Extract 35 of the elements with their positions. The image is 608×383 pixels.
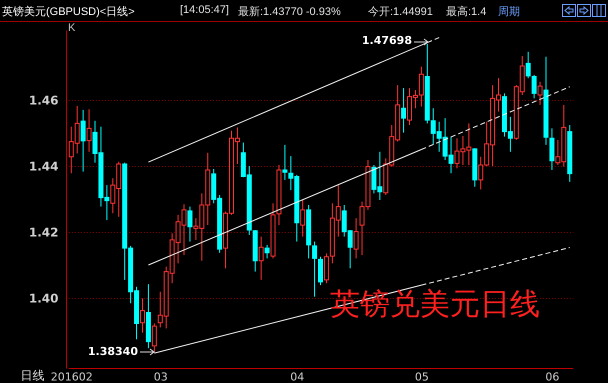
candlestick (312, 241, 318, 298)
candlestick (80, 109, 86, 172)
annotation: K (68, 22, 76, 34)
text: 最高:1.4 (446, 4, 486, 19)
text: 周期 (498, 5, 520, 19)
candlestick (300, 199, 306, 238)
candlestick (318, 256, 323, 286)
text: 最新:1.43770 -0.93% (238, 4, 341, 19)
candlestick (258, 236, 264, 280)
candlestick (354, 218, 359, 259)
y-tick-label: 1.44 (28, 159, 58, 174)
x-axis-title: 日线 (20, 368, 44, 382)
candlestick (187, 206, 192, 242)
y-tick-label: 1.42 (28, 226, 58, 240)
candlestick (549, 128, 554, 170)
x-tick-label: 05 (414, 370, 429, 383)
annotation: 1.38340 (88, 345, 138, 358)
candlestick (86, 108, 92, 152)
x-tick-label: 04 (290, 370, 304, 383)
candlestick (264, 244, 270, 259)
candlestick (324, 252, 329, 284)
candlestick (401, 88, 406, 134)
y-tick-label: 1.46 (28, 93, 58, 108)
x-tick-label: 03 (154, 370, 168, 383)
candlestick (140, 298, 145, 334)
candlestick (152, 322, 157, 354)
text: [14:05:47] (180, 4, 229, 16)
candlestick (282, 144, 288, 180)
chart-title: 英镑美元(GBPUSD)<日线> (2, 4, 135, 19)
candlestick (538, 81, 543, 106)
annotation: 1.47698 (362, 34, 412, 47)
text: 今开:1.44991 (368, 5, 433, 19)
x-tick-label: 201602 (50, 370, 93, 383)
x-tick-label: 06 (545, 370, 560, 383)
y-tick-label: 1.40 (28, 292, 58, 306)
